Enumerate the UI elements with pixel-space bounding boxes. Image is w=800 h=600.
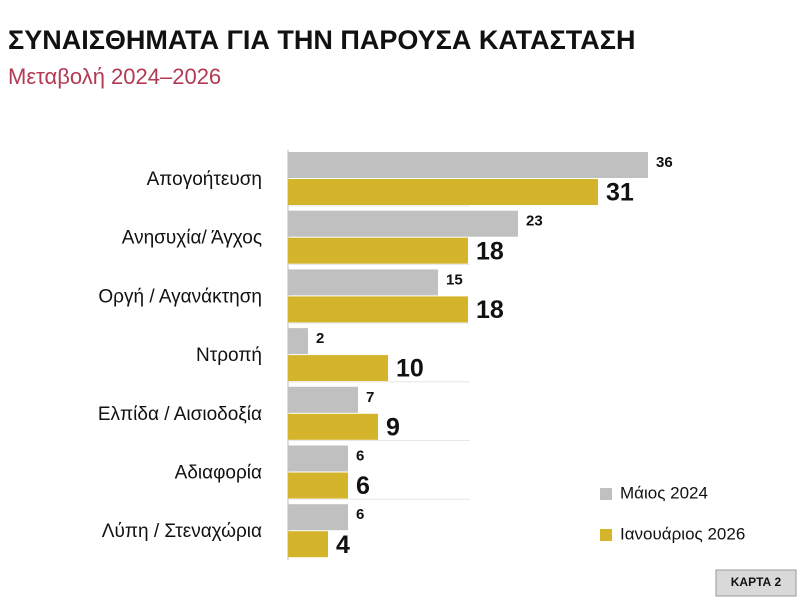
- category-label: Ανησυχία/ Άγχος: [122, 228, 262, 249]
- value-label: 9: [386, 413, 400, 441]
- category-label: Απογοήτευση: [147, 169, 262, 190]
- category-label: Λύπη / Στεναχώρια: [102, 521, 262, 542]
- badge: ΚΑΡΤΑ 2: [731, 575, 782, 589]
- value-label: 6: [356, 472, 370, 500]
- bar: [288, 296, 468, 323]
- value-label: 18: [476, 296, 504, 324]
- value-label: 15: [446, 271, 463, 288]
- bar: [288, 445, 348, 472]
- category-label: Οργή / Αγανάκτηση: [98, 286, 262, 307]
- value-label: 6: [356, 506, 364, 523]
- chart-subtitle: Μεταβολή 2024–2026: [8, 64, 221, 89]
- value-label: 4: [336, 531, 350, 559]
- value-label: 7: [366, 389, 374, 406]
- bar: [288, 269, 438, 296]
- bar: [288, 413, 378, 440]
- value-label: 2: [316, 330, 324, 347]
- legend-swatch: [600, 488, 612, 500]
- chart-title: ΣΥΝΑΙΣΘΗΜΑΤΑ ΓΙΑ ΤΗΝ ΠΑΡΟΥΣΑ ΚΑΤΑΣΤΑΣΗ: [8, 25, 635, 55]
- bar: [288, 472, 348, 499]
- bar: [288, 531, 328, 558]
- badge-box: [715, 569, 797, 597]
- bar: [288, 386, 358, 413]
- bar: [288, 328, 308, 355]
- bar: [288, 152, 648, 178]
- value-label: 10: [396, 355, 424, 383]
- legend-label: Μάιος 2024: [620, 483, 708, 502]
- bar: [288, 504, 348, 531]
- legend-label: Ιανουάριος 2026: [620, 524, 745, 543]
- category-label: Αδιαφορία: [175, 463, 262, 484]
- value-label: 36: [656, 154, 673, 171]
- bar: [288, 210, 518, 237]
- bar: [288, 237, 468, 264]
- legend-swatch: [600, 529, 612, 541]
- category-label: Ντροπή: [196, 345, 262, 366]
- value-label: 6: [356, 447, 364, 464]
- bar: [288, 179, 598, 205]
- bar: [288, 355, 388, 382]
- value-label: 31: [606, 179, 634, 207]
- value-label: 18: [476, 237, 504, 265]
- value-label: 23: [526, 213, 543, 230]
- category-label: Ελπίδα / Αισιοδοξία: [98, 404, 262, 425]
